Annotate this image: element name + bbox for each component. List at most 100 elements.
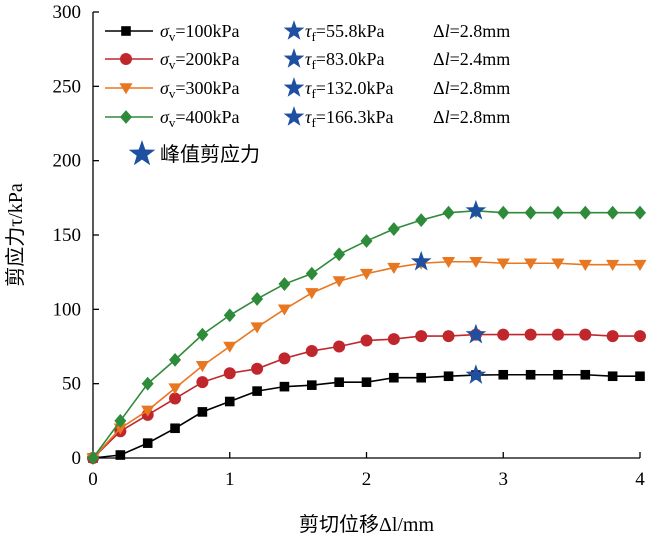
data-point	[389, 372, 399, 383]
legend-marker	[119, 83, 133, 95]
y-tick-label: 250	[53, 76, 82, 97]
data-point	[387, 262, 401, 275]
data-point	[443, 371, 454, 382]
data-point	[579, 205, 592, 220]
legend-star	[283, 77, 305, 97]
legend-tau-sub: f	[311, 57, 316, 72]
data-point	[168, 383, 182, 395]
legend-sigma-sub: v	[169, 86, 176, 101]
data-point	[469, 256, 483, 269]
legend-tau-sub: f	[311, 86, 316, 101]
data-point	[305, 288, 319, 300]
legend-dl-value: =2.8mm	[450, 107, 511, 127]
data-point	[606, 259, 620, 272]
legend-peak-label: 峰值剪应力	[160, 142, 260, 166]
legend-dl-text: Δl=2.4mm	[433, 49, 510, 69]
legend-tau-symbol: τ	[305, 21, 312, 41]
data-point	[170, 423, 180, 434]
data-point	[87, 451, 99, 465]
data-point	[277, 304, 292, 316]
data-point	[497, 205, 510, 220]
data-point	[525, 369, 536, 380]
legend-marker	[120, 110, 132, 124]
legend-dl-text: Δl=2.8mm	[433, 21, 510, 41]
legend-dl-italic: l	[445, 49, 450, 69]
data-point	[278, 352, 291, 365]
data-point	[553, 369, 563, 380]
data-point	[387, 222, 400, 236]
legend-dl-text: Δl=2.8mm	[433, 107, 510, 127]
legend-marker	[120, 53, 132, 65]
legend-star	[283, 106, 305, 126]
legend-dl-symbol: Δ	[433, 49, 445, 69]
data-point	[387, 333, 400, 346]
data-point	[579, 328, 592, 341]
legend-dl-symbol: Δ	[433, 78, 445, 98]
data-point	[360, 234, 373, 248]
data-point	[415, 330, 428, 343]
legend-entry: σv=400kPa τf=166.3kPa Δl=2.8mm	[105, 106, 510, 130]
legend-tau-text: τf=83.0kPa	[305, 49, 384, 72]
legend-tau-text: τf=166.3kPa	[305, 107, 393, 130]
data-point	[251, 292, 264, 306]
legend-sigma-sub: v	[169, 29, 176, 44]
legend-sigma-value: =200kPa	[175, 49, 239, 69]
x-tick-label: 3	[499, 469, 509, 490]
peak-star	[410, 250, 432, 271]
data-point	[115, 450, 126, 460]
legend-star	[283, 48, 305, 68]
legend-tau-value: =55.8kPa	[316, 21, 385, 41]
data-point	[359, 268, 374, 280]
legend-tau-value: =166.3kPa	[316, 107, 394, 127]
y-tick-label: 300	[53, 2, 82, 23]
data-point	[524, 205, 537, 220]
x-tick-label: 0	[88, 469, 98, 490]
legend-sigma-text: σv=100kPa	[160, 21, 240, 44]
y-tick-label: 150	[53, 225, 82, 246]
data-point	[551, 205, 564, 220]
legend-star	[283, 20, 305, 40]
legend-tau-value: =83.0kPa	[316, 49, 385, 69]
legend-sigma-symbol: σ	[160, 21, 170, 41]
data-point	[607, 371, 618, 382]
data-point	[551, 258, 565, 270]
data-point	[223, 367, 236, 380]
data-point	[142, 438, 153, 448]
legend-tau-symbol: τ	[305, 107, 312, 127]
legend-dl-italic: l	[445, 78, 450, 98]
y-tick-label: 0	[72, 448, 82, 469]
data-point	[278, 277, 291, 291]
data-point	[195, 361, 209, 373]
legend-sigma-text: σv=300kPa	[160, 78, 240, 101]
data-point	[415, 213, 428, 228]
data-point	[305, 266, 318, 281]
legend-tau-symbol: τ	[305, 78, 312, 98]
data-point	[524, 258, 538, 270]
y-tick-label: 100	[53, 299, 82, 320]
data-point	[334, 377, 344, 387]
data-point	[442, 205, 455, 220]
data-point	[279, 381, 290, 392]
data-point	[169, 352, 182, 367]
data-point	[635, 371, 645, 382]
data-point	[333, 340, 346, 353]
data-point	[497, 328, 510, 341]
legend-dl-value: =2.8mm	[450, 21, 511, 41]
data-point	[250, 322, 264, 334]
legend-tau-value: =132.0kPa	[316, 78, 394, 98]
legend-sigma-symbol: σ	[160, 78, 170, 98]
data-point	[114, 413, 127, 428]
legend-dl-text: Δl=2.8mm	[433, 78, 510, 98]
legend-sigma-value: =400kPa	[175, 107, 239, 127]
legend-marker	[121, 26, 131, 36]
data-point	[141, 405, 155, 417]
legend-sigma-text: σv=200kPa	[160, 49, 240, 72]
data-point	[578, 259, 592, 272]
legend-tau-symbol: τ	[305, 49, 312, 69]
y-tick-label: 200	[53, 151, 82, 172]
data-point	[224, 396, 235, 407]
data-point	[606, 330, 619, 343]
legend-dl-value: =2.8mm	[450, 78, 511, 98]
data-point	[634, 205, 646, 220]
